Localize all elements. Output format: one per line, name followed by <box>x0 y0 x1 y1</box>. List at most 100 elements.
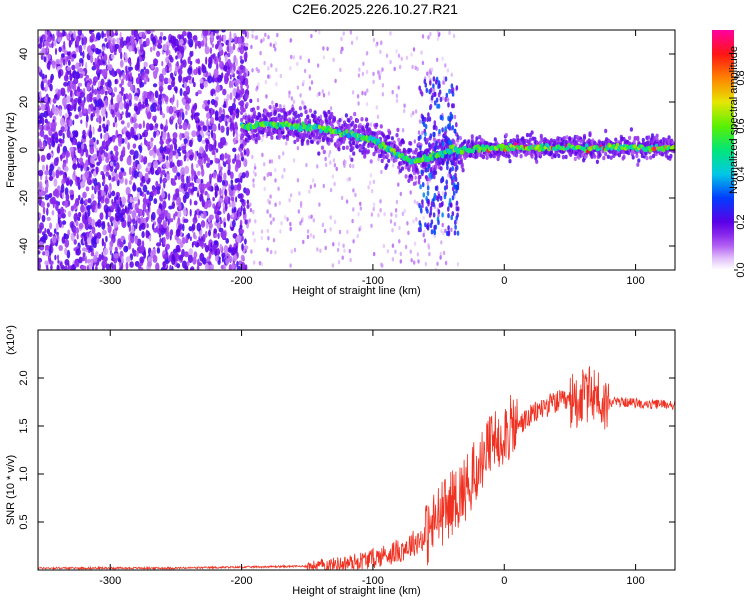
noise-blob <box>153 160 159 169</box>
noise-blob <box>221 136 227 146</box>
noise-blob <box>61 191 65 199</box>
noise-blob <box>139 216 144 225</box>
band-blob <box>573 156 577 162</box>
noise-blob <box>236 260 239 268</box>
noise-blob <box>182 30 187 37</box>
noise-blob <box>233 184 239 191</box>
noise-blob <box>394 208 398 213</box>
band-blob <box>317 151 321 156</box>
noise-blob <box>65 177 70 186</box>
noise-blob <box>161 61 164 67</box>
noise-blob <box>240 254 245 261</box>
noise-blob <box>233 36 239 45</box>
band-blob <box>416 170 420 175</box>
noise-blob <box>170 35 176 44</box>
noise-blob <box>113 159 116 167</box>
noise-blob <box>197 134 203 143</box>
noise-blob <box>348 248 351 254</box>
noise-blob <box>176 222 178 230</box>
noise-blob <box>112 136 116 143</box>
noise-blob <box>235 108 240 114</box>
noise-blob <box>156 130 159 137</box>
noise-blob <box>359 206 362 211</box>
noise-blob <box>217 74 223 83</box>
noise-blob <box>181 111 185 121</box>
noise-blob <box>389 59 392 65</box>
noise-blob <box>86 82 91 91</box>
noise-blob <box>211 43 214 48</box>
noise-blob <box>306 229 310 234</box>
noise-blob <box>173 112 177 119</box>
noise-blob <box>201 257 207 265</box>
noise-blob <box>81 265 87 270</box>
noise-blob <box>231 247 237 257</box>
noise-blob <box>77 216 81 221</box>
noise-blob <box>278 200 281 206</box>
noise-blob <box>42 206 46 215</box>
noise-blob <box>312 218 315 223</box>
noise-blob <box>215 110 219 117</box>
band-blob <box>407 178 411 183</box>
noise-blob <box>253 238 256 243</box>
noise-blob <box>245 170 250 178</box>
noise-blob <box>129 261 134 268</box>
noise-blob <box>316 63 320 68</box>
noise-blob <box>50 264 53 270</box>
noise-blob <box>226 93 230 101</box>
noise-blob <box>290 54 293 60</box>
noise-blob <box>50 238 53 246</box>
noise-blob <box>182 237 186 245</box>
noise-blob <box>121 111 124 116</box>
noise-blob <box>426 71 429 76</box>
band-blob <box>387 158 391 163</box>
noise-blob <box>123 239 126 245</box>
band-blob <box>352 140 356 145</box>
noise-blob <box>74 114 79 119</box>
noise-blob <box>436 57 439 62</box>
noise-blob <box>244 264 248 270</box>
noise-blob <box>270 159 274 164</box>
noise-blob <box>102 178 106 185</box>
noise-blob <box>244 219 248 225</box>
noise-blob <box>45 164 49 172</box>
noise-blob <box>288 93 291 99</box>
band-blob <box>396 127 400 133</box>
noise-blob <box>436 36 440 41</box>
noise-blob <box>145 37 150 47</box>
band-blob <box>395 133 399 138</box>
noise-blob <box>142 184 148 193</box>
noise-blob <box>441 191 445 196</box>
noise-blob <box>89 145 95 155</box>
noise-blob <box>113 145 119 152</box>
noise-blob <box>148 195 154 202</box>
noise-blob <box>63 81 68 87</box>
noise-blob <box>261 152 264 158</box>
noise-blob <box>292 158 296 163</box>
noise-blob <box>242 207 246 215</box>
noise-blob <box>104 152 109 158</box>
noise-blob <box>53 228 57 235</box>
noise-blob <box>222 231 226 240</box>
noise-blob <box>399 259 402 264</box>
noise-blob <box>168 255 172 263</box>
noise-blob <box>127 142 130 150</box>
noise-blob <box>162 163 167 168</box>
noise-blob <box>114 246 118 252</box>
noise-blob <box>439 255 442 260</box>
noise-blob <box>205 131 210 136</box>
noise-blob <box>244 79 248 86</box>
band-blob <box>294 110 298 116</box>
noise-blob <box>40 154 46 163</box>
band-blob <box>240 134 245 139</box>
noise-blob <box>139 81 145 88</box>
noise-blob <box>38 140 43 149</box>
noise-blob <box>188 248 193 256</box>
noise-blob <box>139 245 145 254</box>
noise-blob <box>79 58 84 64</box>
noise-blob <box>85 114 89 123</box>
noise-blob <box>223 65 228 72</box>
noise-blob <box>130 175 134 181</box>
noise-blob <box>421 34 425 39</box>
noise-blob <box>48 248 52 256</box>
